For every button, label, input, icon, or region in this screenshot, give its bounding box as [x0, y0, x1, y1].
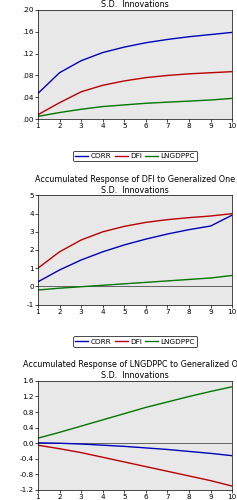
Title: Accumulated Response of DFI to Generalized One
S.D.  Innovations: Accumulated Response of DFI to Generaliz… — [35, 174, 235, 195]
Title: Accumulated Response of CORR to Generalized One
S.D.  Innovations: Accumulated Response of CORR to Generali… — [30, 0, 237, 9]
Legend: CORR, DFI, LNGDPPC: CORR, DFI, LNGDPPC — [73, 336, 197, 347]
Legend: CORR, DFI, LNGDPPC: CORR, DFI, LNGDPPC — [73, 151, 197, 162]
Title: Accumulated Response of LNGDPPC to Generalized One
S.D.  Innovations: Accumulated Response of LNGDPPC to Gener… — [23, 360, 237, 380]
